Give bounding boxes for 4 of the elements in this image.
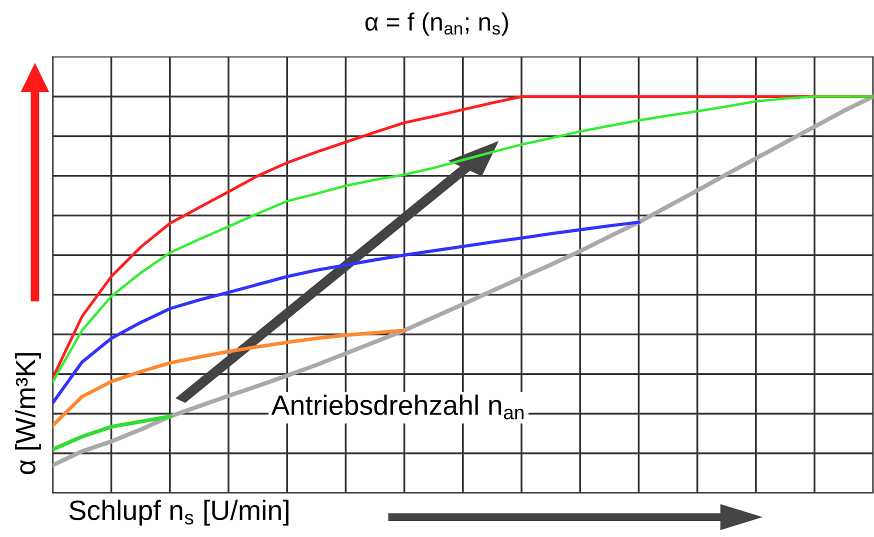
y-axis-title: α [W/m³K] [15, 353, 41, 474]
x-axis-title: Schlupf n$_{s}$ [U/min] [69, 500, 288, 526]
annotation: Antriebsdrehzahl n$_{an}$ [271, 394, 524, 420]
chart-title: α = f (n$_{an}$; n$_{s}$) [365, 12, 508, 36]
